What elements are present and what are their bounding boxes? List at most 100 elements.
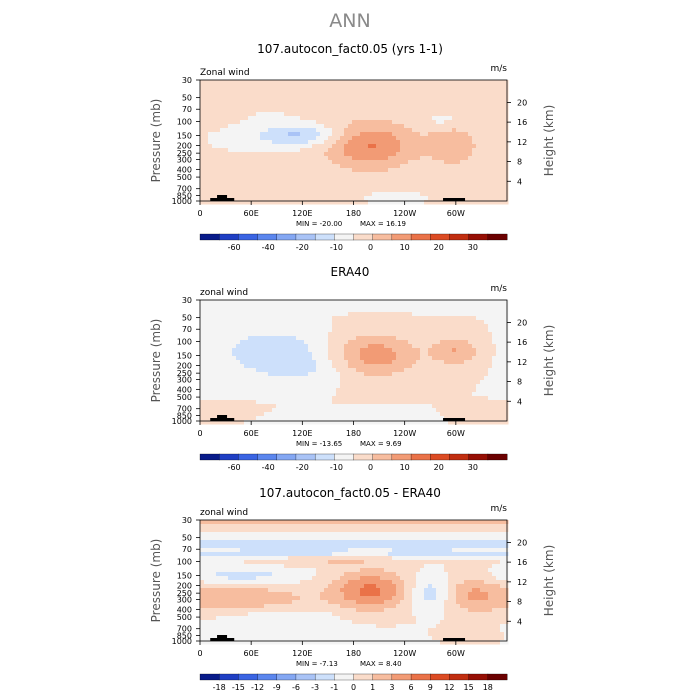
colorbar-label: -20: [296, 243, 309, 252]
height-tick-label: 8: [517, 158, 522, 167]
height-tick-label: 16: [517, 338, 527, 347]
longitude-tick-label: 60W: [447, 649, 465, 658]
longitude-tick-label: 120W: [393, 429, 416, 438]
pressure-tick-label: 30: [182, 296, 192, 305]
min-label: MIN = -13.65: [296, 440, 342, 448]
colorbar-label: -18: [213, 683, 226, 692]
height-tick-label: 4: [517, 177, 522, 186]
colorbar-label: 10: [400, 463, 410, 472]
units-label: m/s: [491, 284, 508, 294]
longitude-tick-label: 60W: [447, 209, 465, 218]
colorbar-swatch: [295, 673, 316, 681]
pressure-tick-label: 850: [177, 191, 192, 200]
colorbar-swatch: [295, 453, 316, 461]
height-tick-label: 12: [517, 358, 527, 367]
pressure-tick-label: 250: [177, 589, 192, 598]
longitude-tick-label: 120E: [292, 649, 312, 658]
topography-mark: [217, 635, 228, 641]
colorbar-swatch: [430, 673, 450, 681]
pressure-tick-label: 500: [177, 393, 192, 402]
variable-label: zonal wind: [200, 288, 248, 298]
colorbar-swatch: [199, 233, 220, 241]
colorbar-label: 30: [468, 463, 478, 472]
chart-panel-2: ERA4030507010015020025030040050070085010…: [149, 265, 556, 472]
chart-panel-1: 107.autocon_fact0.05 (yrs 1-1)3050701001…: [149, 42, 556, 252]
colorbar-swatch: [276, 673, 297, 681]
colorbar-swatch: [295, 233, 316, 241]
colorbar-swatch: [468, 673, 489, 681]
colorbar-swatch: [487, 233, 508, 241]
height-tick-label: 20: [517, 98, 527, 107]
pressure-axis-label: Pressure (mb): [149, 99, 163, 183]
height-tick-label: 16: [517, 118, 527, 127]
contour-field: [200, 520, 509, 645]
colorbar-swatch: [257, 673, 278, 681]
pressure-tick-label: 400: [177, 165, 192, 174]
colorbar-label: 0: [368, 463, 373, 472]
colorbar-label: 1: [370, 683, 375, 692]
colorbar-swatch: [372, 233, 393, 241]
pressure-tick-label: 150: [177, 352, 192, 361]
colorbar-swatch: [487, 673, 508, 681]
longitude-tick-label: 120E: [292, 209, 312, 218]
colorbar-swatch: [353, 453, 374, 461]
pressure-axis-label: Pressure (mb): [149, 319, 163, 403]
pressure-tick-label: 200: [177, 581, 192, 590]
height-tick-label: 16: [517, 558, 527, 567]
height-axis-label: Height (km): [542, 325, 556, 396]
longitude-tick-label: 60E: [244, 429, 259, 438]
colorbar-swatch: [449, 453, 470, 461]
variable-label: zonal wind: [200, 508, 248, 518]
pressure-tick-label: 1000: [172, 197, 192, 206]
height-axis: 4 8 12 16 20 Height (km): [507, 98, 556, 186]
units-label: m/s: [491, 504, 508, 514]
height-tick-label: 8: [517, 378, 522, 387]
colorbar-swatch: [276, 233, 297, 241]
colorbar-label: -10: [330, 463, 343, 472]
pressure-tick-label: 200: [177, 361, 192, 370]
longitude-tick-label: 180: [346, 209, 361, 218]
chart-panel-3: 107.autocon_fact0.05 - ERA40 305070100150…: [149, 486, 556, 692]
contour-field: [200, 80, 509, 205]
height-axis: 4 8 12 16 20 Height (km): [507, 538, 556, 626]
pressure-tick-label: 300: [177, 595, 192, 604]
colorbar-label: 0: [368, 243, 373, 252]
colorbar-swatch: [238, 233, 259, 241]
pressure-tick-label: 300: [177, 155, 192, 164]
pressure-tick-label: 700: [177, 405, 192, 414]
chart-title: 107.autocon_fact0.05 - ERA40: [259, 486, 441, 500]
figure-title: ANN: [329, 10, 371, 32]
pressure-axis-label: Pressure (mb): [149, 539, 163, 623]
pressure-tick-label: 50: [182, 94, 192, 103]
height-tick-label: 8: [517, 598, 522, 607]
colorbar-swatch: [199, 673, 220, 681]
pressure-tick-label: 500: [177, 173, 192, 182]
longitude-axis: 0 60E 120E 180 120W 60W: [197, 421, 465, 438]
longitude-tick-label: 0: [197, 209, 202, 218]
variable-label: Zonal wind: [200, 68, 250, 78]
colorbar-swatch: [410, 453, 431, 461]
colorbar-swatch: [430, 233, 450, 241]
colorbar-label: -12: [251, 683, 264, 692]
max-label: MAX = 16.19: [360, 220, 406, 228]
colorbar-label: 3: [389, 683, 394, 692]
colorbar-swatch: [353, 673, 374, 681]
longitude-axis: 0 60E 120E 180 120W 60W: [197, 201, 465, 218]
pressure-tick-label: 500: [177, 613, 192, 622]
colorbar-label: -40: [262, 243, 275, 252]
pressure-tick-label: 150: [177, 132, 192, 141]
colorbar-label: 15: [464, 683, 474, 692]
colorbar-swatch: [487, 453, 508, 461]
colorbar-swatch: [353, 233, 374, 241]
height-tick-label: 20: [517, 538, 527, 547]
topography-mark: [217, 415, 228, 421]
colorbar-swatch: [410, 673, 431, 681]
colorbar-label: 30: [468, 243, 478, 252]
height-tick-label: 4: [517, 397, 522, 406]
pressure-tick-label: 50: [182, 314, 192, 323]
colorbar-label: 10: [400, 243, 410, 252]
colorbar-label: -3: [311, 683, 319, 692]
height-tick-label: 12: [517, 138, 527, 147]
longitude-tick-label: 60W: [447, 429, 465, 438]
